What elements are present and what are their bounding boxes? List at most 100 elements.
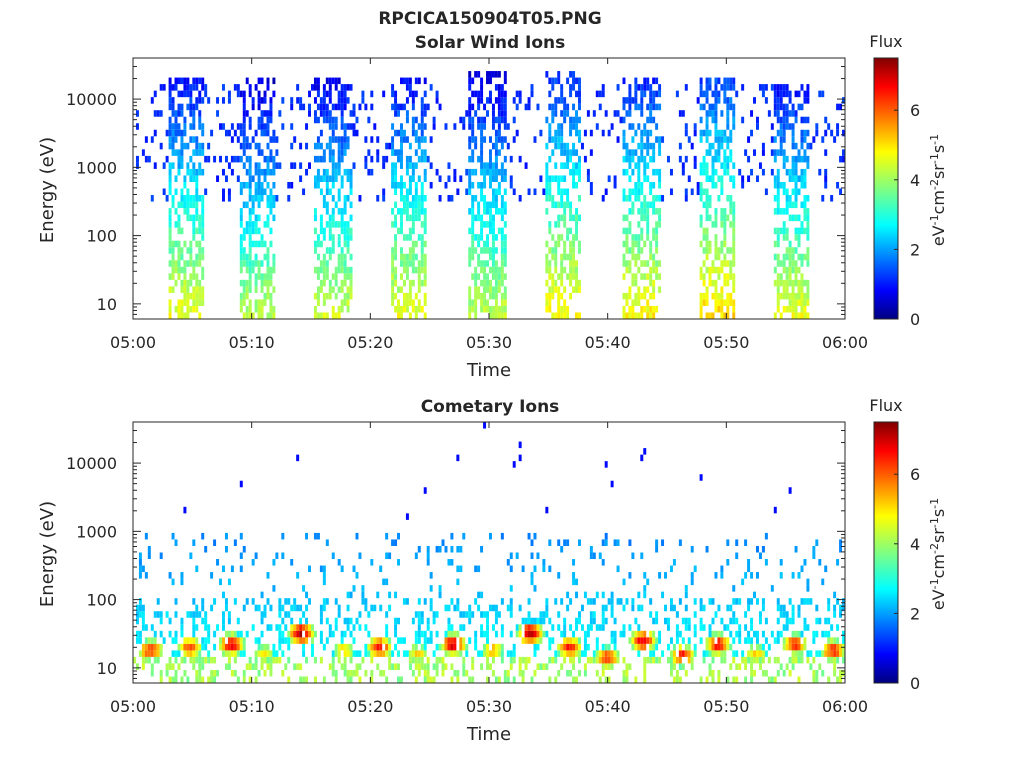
heatmap-cell: [560, 84, 564, 91]
heatmap-cell: [343, 201, 347, 209]
heatmap-cell: [622, 136, 626, 143]
heatmap-cell: [604, 604, 608, 612]
heatmap-cell: [509, 656, 513, 664]
heatmap-cell: [551, 195, 555, 202]
heatmap-cell: [714, 168, 718, 176]
heatmap-cell: [204, 188, 208, 196]
heatmap-cell: [607, 175, 611, 182]
heatmap-cell: [420, 116, 424, 124]
heatmap-cell: [420, 208, 424, 215]
heatmap-cell: [649, 273, 653, 280]
heatmap-cell: [619, 630, 623, 638]
heatmap-cell: [186, 299, 190, 306]
heatmap-cell: [750, 637, 754, 644]
heatmap-cell: [471, 299, 475, 306]
heatmap-cell: [658, 84, 662, 91]
heatmap-cell: [483, 201, 487, 209]
heatmap-cell: [803, 90, 807, 98]
heatmap-cell: [337, 305, 341, 313]
heatmap-cell: [257, 90, 261, 98]
heatmap-cell: [227, 578, 231, 586]
heatmap-cell: [177, 299, 181, 306]
heatmap-cell: [578, 116, 581, 124]
heatmap-cell: [195, 669, 199, 677]
heatmap-cell: [625, 240, 629, 248]
heatmap-cell: [815, 129, 819, 137]
heatmap-cell: [628, 624, 632, 631]
heatmap-cell: [791, 656, 795, 664]
heatmap-cell: [486, 305, 489, 313]
heatmap-cell: [331, 155, 335, 163]
heatmap-cell: [747, 630, 751, 638]
heatmap-cell: [693, 129, 697, 137]
heatmap-cell: [788, 97, 792, 104]
heatmap-cell: [607, 663, 611, 670]
heatmap-cell: [622, 227, 626, 235]
heatmap-cell: [785, 208, 789, 215]
heatmap-cell: [400, 227, 403, 235]
heatmap-cell: [515, 90, 519, 98]
heatmap-cell: [791, 292, 795, 300]
heatmap-cell: [462, 656, 466, 664]
heatmap-cell: [474, 286, 478, 293]
heatmap-cell: [714, 234, 718, 241]
heatmap-cell: [230, 136, 234, 143]
heatmap-cell: [213, 676, 217, 684]
heatmap-cell: [438, 175, 442, 182]
heatmap-cell: [652, 637, 656, 644]
heatmap-cell: [168, 123, 172, 130]
heatmap-cell: [251, 221, 255, 228]
heatmap-cell: [640, 247, 644, 254]
heatmap-cell: [708, 266, 712, 274]
heatmap-cell: [204, 643, 208, 651]
heatmap-cell: [343, 84, 347, 91]
heatmap-cell: [263, 110, 267, 117]
heatmap-cell: [474, 279, 478, 287]
heatmap-cell: [337, 142, 341, 150]
heatmap-cell: [281, 552, 285, 560]
heatmap-cell: [723, 260, 727, 267]
heatmap-cell: [257, 142, 261, 150]
heatmap-cell: [236, 90, 240, 98]
heatmap-cell: [367, 650, 371, 657]
heatmap-cell: [325, 221, 329, 228]
heatmap-cell: [483, 260, 487, 267]
heatmap-cell: [186, 90, 190, 98]
heatmap-cell: [539, 617, 543, 625]
heatmap-cell: [417, 286, 421, 293]
heatmap-cell: [489, 162, 492, 169]
heatmap-cell: [397, 286, 400, 293]
heatmap-cell: [717, 669, 721, 677]
heatmap-cell: [198, 643, 202, 651]
heatmap-cell: [257, 637, 261, 644]
heatmap-cell: [266, 279, 270, 287]
heatmap-cell: [530, 637, 534, 644]
heatmap-cell: [601, 90, 605, 98]
heatmap-cell: [299, 103, 303, 111]
heatmap-cell: [773, 110, 777, 117]
heatmap-cell: [189, 155, 193, 163]
heatmap-cell: [471, 227, 475, 235]
heatmap-cell: [340, 266, 344, 274]
heatmap-cell: [483, 286, 487, 293]
heatmap-cell: [818, 559, 822, 566]
heatmap-cell: [319, 617, 323, 625]
heatmap-cell: [678, 676, 682, 684]
heatmap-cell: [260, 240, 264, 248]
heatmap-cell: [833, 136, 837, 143]
heatmap-cell: [566, 188, 570, 196]
heatmap-cell: [222, 188, 225, 196]
heatmap-cell: [260, 312, 264, 320]
heatmap-cell: [397, 532, 400, 540]
heatmap-cell: [222, 650, 225, 657]
heatmap-cell: [322, 149, 326, 156]
heatmap-cell: [260, 234, 264, 241]
heatmap-cell: [500, 97, 504, 104]
heatmap-cell: [195, 273, 199, 280]
heatmap-cell: [331, 116, 335, 124]
heatmap-cell: [622, 312, 626, 320]
heatmap-cell: [554, 240, 558, 248]
heatmap-cell: [302, 624, 306, 631]
heatmap-cell: [714, 221, 718, 228]
heatmap-cell: [601, 129, 605, 137]
